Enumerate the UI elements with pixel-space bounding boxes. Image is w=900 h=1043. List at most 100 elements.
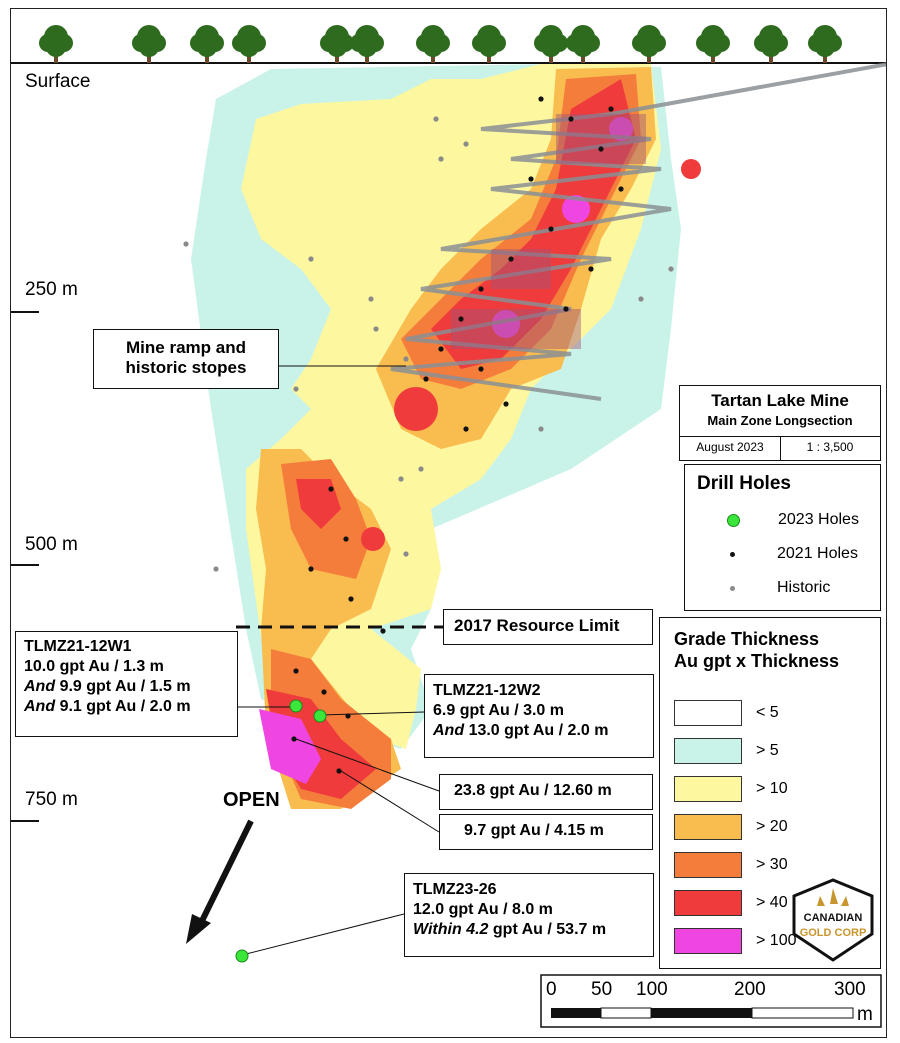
drill-dot-historic: [463, 141, 469, 147]
hole-2023-w2: [313, 709, 327, 723]
grade-contours: [191, 64, 701, 809]
legend-item-historic: Historic: [730, 579, 830, 597]
drill-dot-historic: [368, 296, 374, 302]
grade-swatch: [674, 852, 742, 878]
tree-icon: [416, 25, 450, 63]
drill-dot-2021: [528, 176, 534, 182]
drill-dot-2021: [608, 106, 614, 112]
grade-swatch: [674, 700, 742, 726]
drill-dot-historic: [183, 241, 189, 247]
hole-2023-26: [235, 949, 249, 963]
black-dot-icon: [730, 551, 735, 557]
grade-label: > 10: [756, 780, 788, 797]
grade-legend: Grade Thickness Au gpt x Thickness < 5 > …: [659, 617, 881, 969]
drill-dot-2021: [293, 668, 299, 674]
drill-dot-2021: [548, 226, 554, 232]
resource-limit-label: 2017 Resource Limit: [454, 616, 620, 635]
drill-dot-2021: [291, 736, 297, 742]
drill-dot-2021: [458, 316, 464, 322]
drill-dot-historic: [668, 266, 674, 272]
map-frame: Surface 250 m 500 m 750 m OPEN Mine ramp…: [10, 8, 887, 1038]
tree-icon: [132, 25, 166, 63]
drill-dot-historic: [418, 466, 424, 472]
ramp-label-line2: historic stopes: [125, 358, 247, 377]
tree-icon: [190, 25, 224, 63]
drill-dot-2021: [618, 186, 624, 192]
drill-dot-2021: [478, 286, 484, 292]
longsection-map: [11, 25, 886, 1028]
grade-label: < 5: [756, 704, 779, 721]
green-dot-icon: [727, 513, 740, 527]
drill-dot-historic: [403, 356, 409, 362]
depth-label-250: 250 m: [25, 279, 78, 300]
open-arrow-icon: [186, 819, 254, 944]
drill-dot-2021: [503, 401, 509, 407]
drill-holes-legend: Drill Holes 2023 Holes 2021 Holes Histor…: [684, 464, 881, 611]
drill-dot-2021: [508, 256, 514, 262]
grade-label: > 5: [756, 742, 779, 759]
tree-icon: [39, 25, 73, 63]
drill-dot-2021: [336, 768, 342, 774]
drill-dot-historic: [638, 296, 644, 302]
tree-icon: [632, 25, 666, 63]
drill-dot-2021: [563, 306, 569, 312]
grade-swatch: [674, 890, 742, 916]
map-scale: 1 : 3,500: [806, 440, 854, 454]
legend-item-2023: 2023 Holes: [727, 511, 859, 529]
drill-dot-2021: [568, 116, 574, 122]
intercept-callout-2: 9.7 gpt Au / 4.15 m: [439, 814, 653, 850]
legend-item-2021: 2021 Holes: [730, 545, 858, 563]
map-title: Tartan Lake Mine: [711, 391, 849, 410]
surface-label: Surface: [25, 71, 91, 92]
drill-dot-2021: [321, 689, 327, 695]
drill-dot-2021: [478, 366, 484, 372]
grade-legend-item: > 40: [674, 890, 788, 916]
grade-legend-item: > 5: [674, 738, 779, 764]
scale-bar: [540, 974, 882, 1028]
grade-label: > 30: [756, 856, 788, 873]
map-subtitle: Main Zone Longsection: [707, 413, 853, 428]
drill-dot-historic: [538, 426, 544, 432]
leader-lines: [237, 365, 440, 956]
drill-dot-historic: [438, 156, 444, 162]
drill-dot-2021: [438, 346, 444, 352]
hole-2023-w1: [289, 699, 303, 713]
tree-icon: [566, 25, 600, 63]
grade-contour-100-lower: [259, 709, 321, 784]
tree-icon: [350, 25, 384, 63]
grade-legend-item: > 100: [674, 928, 796, 954]
svg-text:CANADIAN: CANADIAN: [804, 912, 863, 924]
callout-tlmz21-12w2: TLMZ21-12W2 6.9 gpt Au / 3.0 m And 13.0 …: [424, 674, 654, 758]
drill-dot-2021: [348, 596, 354, 602]
intercept-callout-1: 23.8 gpt Au / 12.60 m: [439, 774, 653, 810]
callout-hole-id: TLMZ21-12W1: [24, 638, 132, 655]
grade-spot-40: [394, 387, 438, 431]
mine-ramp-stopes: [390, 62, 886, 401]
resource-limit-callout: 2017 Resource Limit: [443, 609, 653, 645]
grade-legend-item: > 10: [674, 776, 788, 802]
drill-dot-2021: [328, 486, 334, 492]
svg-text:GOLD CORP: GOLD CORP: [800, 927, 867, 939]
grade-legend-item: > 30: [674, 852, 788, 878]
grade-spot-40: [681, 159, 701, 179]
callout-tlmz23-26: TLMZ23-26 12.0 gpt Au / 8.0 m Within 4.2…: [404, 873, 654, 957]
drill-dot-2021: [423, 376, 429, 382]
depth-label-500: 500 m: [25, 534, 78, 555]
drill-dot-2021: [463, 426, 469, 432]
gray-dot-icon: [730, 585, 735, 591]
drill-dot-2021: [308, 566, 314, 572]
drill-dot-2021: [588, 266, 594, 272]
tree-icon: [320, 25, 354, 63]
drill-dot-2021: [380, 628, 386, 634]
tree-icon: [534, 25, 568, 63]
grade-legend-title: Grade Thickness Au gpt x Thickness: [674, 629, 840, 671]
drill-dot-historic: [308, 256, 314, 262]
grade-swatch: [674, 928, 742, 954]
stope-blocks: [451, 114, 646, 349]
drill-dot-historic: [213, 566, 219, 572]
scale-bar-labels: 0 50 100 200 300 m: [546, 979, 873, 1025]
depth-label-750: 750 m: [25, 789, 78, 810]
drill-dot-historic: [403, 551, 409, 557]
tree-icons: [39, 25, 842, 63]
grade-label: > 100: [756, 932, 797, 949]
